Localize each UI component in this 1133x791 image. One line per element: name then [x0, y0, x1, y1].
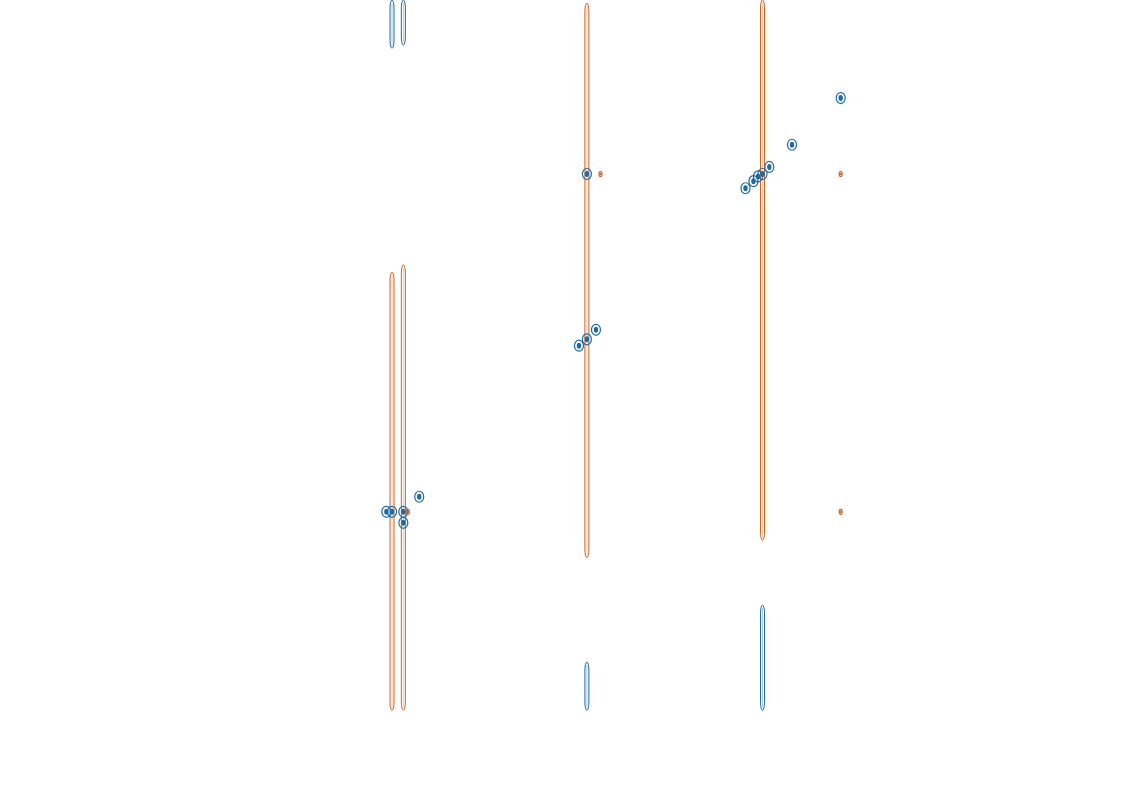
- peak: [415, 491, 424, 502]
- peak-contour: [599, 172, 602, 177]
- chart-svg: [0, 0, 1133, 791]
- peak-contour: [415, 491, 424, 502]
- streak-outline: [585, 662, 589, 710]
- peak: [741, 183, 750, 194]
- streak-outline: [390, 0, 394, 48]
- streak: [390, 272, 394, 710]
- peak-contour: [839, 172, 842, 177]
- peak-core: [585, 336, 589, 342]
- peak: [582, 169, 591, 180]
- streak: [401, 265, 405, 710]
- streak-series: [390, 0, 764, 710]
- streak-outline: [761, 0, 765, 540]
- peak-core: [767, 164, 771, 170]
- chart-container: [0, 0, 1133, 791]
- streak: [390, 0, 394, 48]
- peak-contour: [406, 509, 409, 514]
- streak-core: [762, 3, 763, 537]
- peak-core: [384, 509, 388, 515]
- peak-series: [406, 172, 842, 515]
- peak: [591, 324, 600, 335]
- streak-core: [586, 6, 587, 554]
- peak-core: [407, 511, 409, 513]
- peak-core: [577, 343, 581, 349]
- peak: [749, 176, 758, 187]
- streak: [761, 0, 765, 540]
- streak: [585, 3, 589, 557]
- peak: [399, 517, 408, 528]
- peak-contour: [591, 324, 600, 335]
- peak-contour: [582, 169, 591, 180]
- peak: [406, 509, 409, 514]
- peak-contour: [399, 517, 408, 528]
- peak-core: [840, 173, 842, 175]
- streak-outline: [390, 272, 394, 710]
- peak-core: [751, 178, 755, 184]
- peak-core: [417, 494, 421, 500]
- streak-core: [392, 275, 393, 707]
- peak-contour: [787, 139, 796, 150]
- peak: [599, 172, 602, 177]
- peak-contour: [741, 183, 750, 194]
- streak: [401, 0, 405, 45]
- streak-outline: [761, 605, 765, 710]
- streak-outline: [401, 265, 405, 710]
- peak-core: [600, 173, 602, 175]
- streak-core: [586, 665, 587, 707]
- streak: [585, 662, 589, 710]
- peak-contour: [382, 506, 391, 517]
- streak-series: [390, 0, 764, 710]
- peak: [582, 334, 591, 345]
- peak-core: [743, 185, 747, 191]
- peak-contour: [582, 334, 591, 345]
- peak-contour: [574, 340, 583, 351]
- peak: [382, 506, 391, 517]
- peak-core: [790, 142, 794, 148]
- peak-contour: [749, 176, 758, 187]
- streak-core: [403, 3, 404, 42]
- peak: [839, 172, 842, 177]
- peak-series: [382, 93, 845, 529]
- peak: [836, 93, 845, 104]
- peak: [765, 161, 774, 172]
- streak-core: [392, 3, 393, 45]
- peak-core: [594, 327, 598, 333]
- peak-core: [585, 171, 589, 177]
- peak-core: [840, 511, 842, 513]
- peak-core: [401, 520, 405, 526]
- peak: [839, 509, 842, 514]
- streak-core: [762, 608, 763, 707]
- streak: [761, 605, 765, 710]
- streak-outline: [401, 0, 405, 45]
- peak-contour: [839, 509, 842, 514]
- peak-contour: [836, 93, 845, 104]
- plot-area: [382, 0, 845, 710]
- peak-core: [838, 95, 842, 101]
- peak-contour: [765, 161, 774, 172]
- peak: [574, 340, 583, 351]
- streak-outline: [585, 3, 589, 557]
- peak: [787, 139, 796, 150]
- peak-core: [401, 509, 405, 515]
- streak-core: [403, 268, 404, 707]
